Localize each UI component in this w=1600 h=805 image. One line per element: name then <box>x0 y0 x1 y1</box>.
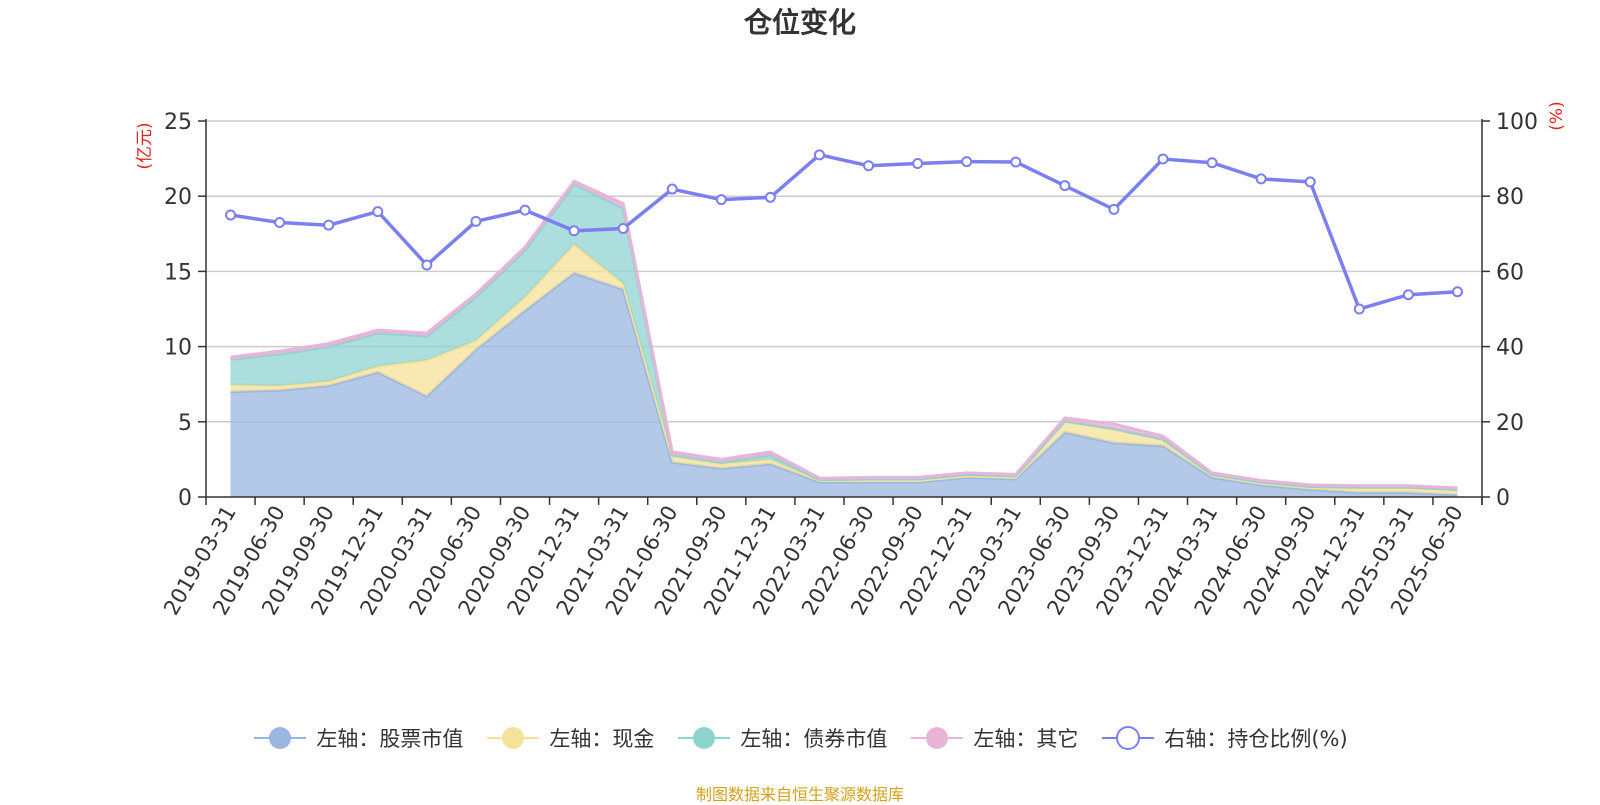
y-left-axis-label: (亿元) <box>135 122 155 169</box>
area-edge-line <box>230 179 1458 490</box>
line-point <box>421 259 433 271</box>
chart-title: 仓位变化 <box>744 6 856 39</box>
area-左轴：股票市值 <box>230 272 1458 497</box>
legend-item[interactable]: 左轴：股票市值 <box>252 723 463 753</box>
y-left-tick-label: 10 <box>164 336 192 361</box>
line-point <box>1010 156 1022 168</box>
area-layers <box>230 179 1458 497</box>
y-right-tick-label: 0 <box>1496 486 1510 511</box>
y-left-tick-label: 0 <box>178 486 192 511</box>
line-point <box>1157 153 1169 165</box>
y-right-tick-label: 100 <box>1496 110 1538 135</box>
area-左轴：债券市值 <box>230 184 1458 491</box>
legend-label: 右轴：持仓比例(%) <box>1164 727 1348 751</box>
line-point <box>274 217 286 229</box>
legend-swatch-icon <box>254 727 307 749</box>
y-left-tick-label: 20 <box>164 185 192 210</box>
legend-swatch-icon <box>911 727 964 749</box>
y-right-tick-label: 40 <box>1496 336 1524 361</box>
line-point <box>863 160 875 172</box>
legend-label: 左轴：现金 <box>549 727 655 751</box>
y-left-tick-label: 5 <box>178 411 192 436</box>
line-point <box>225 209 237 221</box>
legend-swatch-icon <box>1102 726 1155 750</box>
line-point <box>961 156 973 168</box>
line-point <box>715 194 727 206</box>
line-point <box>912 157 924 169</box>
line-point <box>1402 289 1414 301</box>
line-holding-ratio <box>230 152 1458 312</box>
legend-swatch-icon <box>678 727 731 749</box>
line-point <box>1108 203 1120 215</box>
y-right-tick-label: 20 <box>1496 411 1524 436</box>
line-point <box>666 183 678 195</box>
line-point <box>1059 180 1071 192</box>
legend-item[interactable]: 右轴：持仓比例(%) <box>1100 723 1348 753</box>
line-point <box>1206 157 1218 169</box>
legend: 左轴：股票市值 左轴：现金 左轴：债券市值 左轴：其它 右轴：持仓比例(%) <box>0 720 1600 756</box>
legend-label: 左轴：股票市值 <box>316 727 464 751</box>
line-point <box>617 223 629 235</box>
line-point <box>372 206 384 218</box>
line-point <box>470 215 482 227</box>
y-right-tick-label: 60 <box>1496 260 1524 285</box>
y-left-tick-label: 25 <box>164 110 192 135</box>
legend-label: 左轴：债券市值 <box>740 727 888 751</box>
line-point <box>323 219 335 231</box>
legend-item[interactable]: 左轴：其它 <box>909 723 1078 753</box>
line-point <box>1451 286 1463 298</box>
line-point <box>1353 303 1365 315</box>
y-right-tick-label: 80 <box>1496 185 1524 210</box>
line-point <box>568 225 580 237</box>
line-point <box>1304 176 1316 188</box>
y-left-tick-label: 15 <box>164 260 192 285</box>
legend-item[interactable]: 左轴：债券市值 <box>676 723 887 753</box>
legend-swatch-icon <box>487 727 540 749</box>
legend-label: 左轴：其它 <box>973 727 1079 751</box>
line-point <box>813 149 825 161</box>
data-source-note: 制图数据来自恒生聚源数据库 <box>695 785 904 804</box>
line-point <box>519 204 531 216</box>
y-right-axis-label: (%) <box>1547 101 1567 130</box>
line-point <box>1255 173 1267 185</box>
legend-item[interactable]: 左轴：现金 <box>485 723 654 753</box>
line-point <box>764 191 776 203</box>
